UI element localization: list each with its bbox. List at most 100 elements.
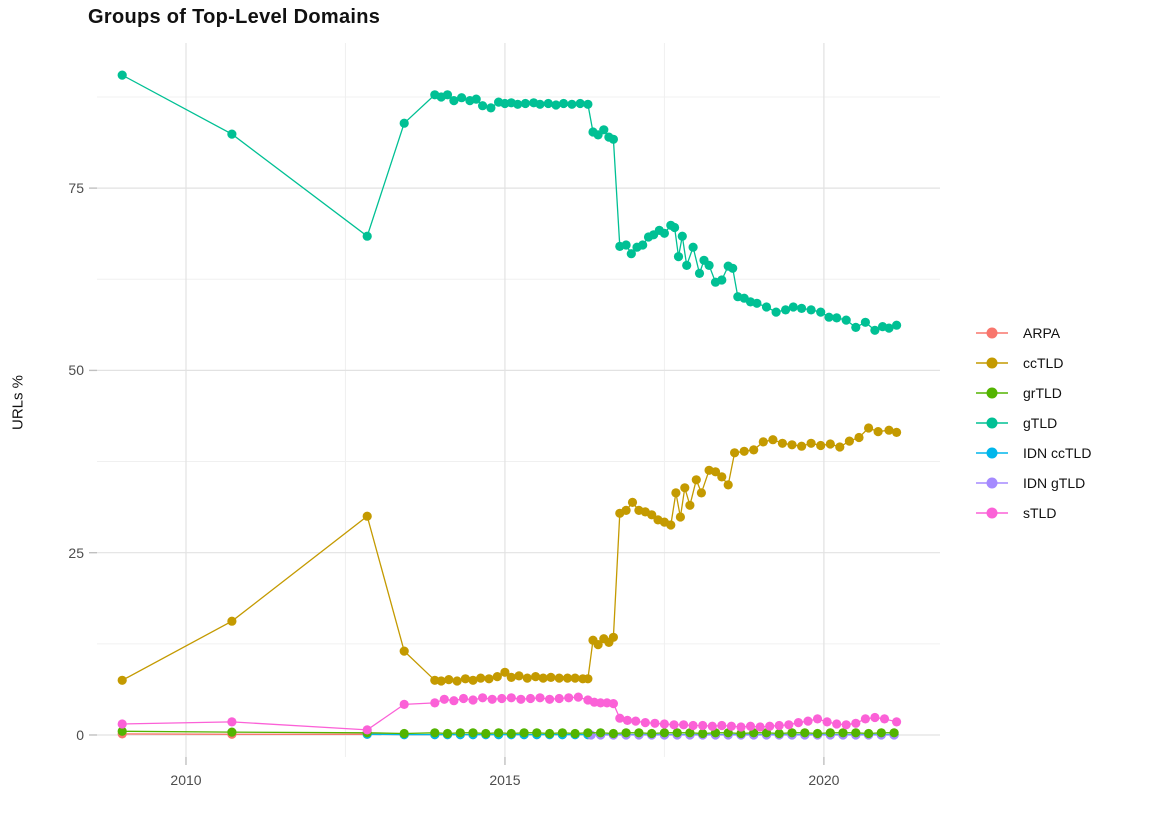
x-tick-label: 2020: [808, 772, 840, 788]
series-point-gTLD: [806, 305, 816, 315]
series-point-sTLD: [615, 713, 625, 723]
series-point-sTLD: [892, 717, 902, 727]
series-point-sTLD: [573, 692, 583, 702]
legend-label: IDN ccTLD: [1023, 445, 1092, 461]
series-point-ccTLD: [460, 674, 470, 684]
legend-key-icon: [976, 477, 1008, 489]
series-point-gTLD: [559, 98, 569, 109]
series-point-grTLD: [876, 728, 886, 738]
series-point-sTLD: [860, 714, 871, 724]
legend-label: IDN gTLD: [1023, 475, 1086, 491]
legend-key-icon: [976, 447, 1008, 459]
series-point-sTLD: [793, 718, 804, 728]
series-point-ccTLD: [739, 446, 749, 456]
series-point-gTLD: [841, 315, 851, 325]
series-point-sTLD: [525, 693, 536, 704]
series-point-sTLD: [430, 698, 440, 708]
series-point-ccTLD: [797, 441, 807, 451]
series-point-sTLD: [812, 714, 823, 724]
series-point-gTLD: [513, 99, 523, 109]
series-point-ccTLD: [768, 435, 778, 445]
legend-key-icon: [976, 387, 1008, 399]
series-point-gTLD: [824, 312, 834, 322]
series-point-sTLD: [399, 699, 409, 710]
series-point-gTLD: [659, 228, 670, 238]
series-point-ccTLD: [227, 616, 237, 626]
series-point-grTLD: [634, 728, 644, 738]
series-point-grTLD: [825, 728, 835, 738]
series-point-ccTLD: [884, 425, 894, 435]
series-point-grTLD: [685, 728, 695, 738]
series-point-ccTLD: [608, 632, 619, 642]
series-point-grTLD: [889, 728, 899, 738]
series-point-gTLD: [816, 307, 826, 317]
series-point-ccTLD: [816, 440, 826, 451]
series-point-ccTLD: [500, 667, 510, 677]
series-point-grTLD: [430, 728, 440, 738]
series-point-ccTLD: [531, 672, 541, 682]
series-point-gTLD: [717, 275, 727, 285]
series-point-ccTLD: [468, 675, 478, 685]
series-point-grTLD: [647, 728, 657, 739]
series-point-ccTLD: [583, 674, 593, 684]
series-point-grTLD: [736, 728, 746, 739]
series-point-ccTLD: [593, 640, 603, 650]
series-point-ccTLD: [671, 488, 681, 498]
series-point-gTLD: [575, 98, 585, 109]
series-point-gTLD: [781, 305, 791, 315]
series-point-grTLD: [399, 728, 409, 739]
series-point-gTLD: [599, 125, 609, 135]
series-point-sTLD: [707, 721, 717, 731]
series-point-grTLD: [774, 728, 784, 739]
series-point-ccTLD: [710, 467, 721, 477]
series-point-gTLD: [567, 99, 577, 109]
series-point-sTLD: [478, 693, 488, 703]
legend-key-dot: [986, 327, 998, 339]
series-point-ccTLD: [484, 674, 494, 684]
series-point-ccTLD: [864, 423, 874, 433]
series-point-sTLD: [468, 695, 478, 705]
series-point-grTLD: [442, 728, 453, 739]
series-point-sTLD: [650, 718, 660, 728]
series-point-ccTLD: [514, 671, 524, 681]
series-line-gTLD: [121, 74, 897, 332]
series-point-sTLD: [640, 718, 650, 728]
series-point-sTLD: [439, 694, 449, 704]
series-point-gTLD: [520, 98, 531, 109]
legend-key-dot: [986, 507, 998, 519]
legend-item-ccTLD: ccTLD: [975, 348, 1091, 378]
series-point-grTLD: [698, 728, 708, 739]
series-point-sTLD: [832, 719, 842, 729]
legend-key-dot: [986, 357, 998, 369]
series-point-ccTLD: [691, 475, 701, 485]
series-point-sTLD: [879, 714, 890, 724]
series-point-ccTLD: [730, 448, 740, 458]
series-point-ccTLD: [399, 646, 409, 656]
series-point-ccTLD: [492, 672, 502, 682]
series-point-gTLD: [670, 222, 680, 233]
series-point-grTLD: [608, 728, 619, 739]
series-point-gTLD: [728, 263, 738, 273]
series-point-gTLD: [227, 129, 237, 139]
series-point-sTLD: [669, 720, 679, 730]
series-point-gTLD: [832, 313, 842, 323]
series-point-grTLD: [227, 727, 237, 737]
series-point-gTLD: [471, 94, 481, 104]
series-point-grTLD: [117, 726, 127, 736]
legend-key-icon: [976, 357, 1008, 369]
series-point-sTLD: [117, 719, 127, 729]
series-point-grTLD: [851, 728, 861, 738]
series-point-ccTLD: [825, 439, 835, 449]
series-point-gTLD: [442, 90, 453, 100]
series-point-sTLD: [870, 712, 880, 723]
series-point-grTLD: [787, 728, 797, 738]
series-point-grTLD: [621, 728, 631, 738]
series-point-ccTLD: [476, 673, 486, 683]
legend-item-gTLD: gTLD: [975, 408, 1091, 438]
series-point-ccTLD: [680, 483, 690, 493]
series-point-sTLD: [803, 716, 813, 726]
series-point-ccTLD: [892, 427, 902, 437]
series-point-gTLD: [870, 325, 880, 335]
series-point-sTLD: [784, 720, 794, 730]
